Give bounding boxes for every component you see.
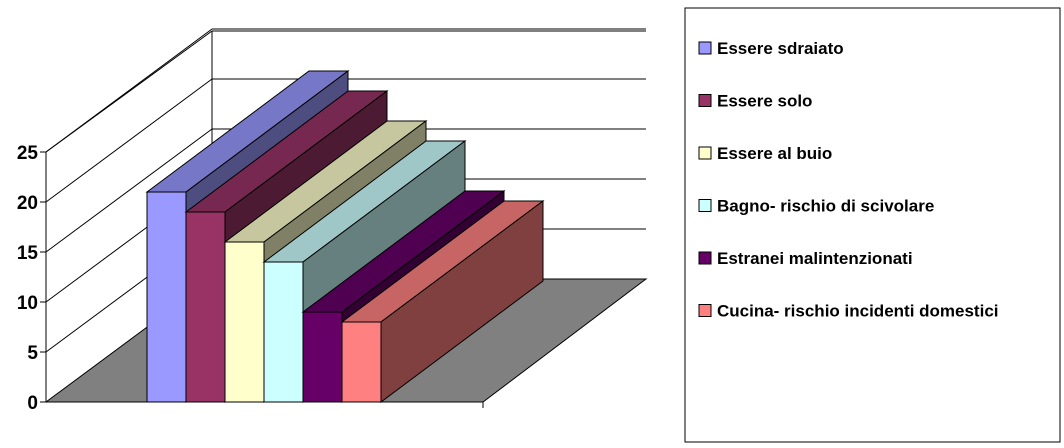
legend-swatch	[698, 41, 712, 55]
legend-label: Essere solo	[717, 92, 812, 111]
bar-front-face	[146, 191, 187, 403]
legend-swatch	[698, 251, 712, 265]
legend-label: Essere al buio	[717, 144, 832, 163]
y-tick-label: 10	[17, 293, 38, 314]
bar-front-face	[263, 261, 304, 403]
bar-front-face	[341, 321, 382, 403]
gridline-diagonal	[45, 128, 213, 253]
bar-front-face	[185, 211, 226, 403]
y-tick-label: 15	[17, 243, 39, 264]
legend-label: Cucina- rischio incidenti domestici	[717, 302, 999, 321]
legend-label: Essere sdraiato	[717, 39, 844, 58]
legend: Essere sdraiato Essere solo Essere al buio…	[684, 7, 1061, 443]
legend-item: Essere sdraiato	[698, 39, 844, 58]
legend-item: Bagno- rischio di scivolare	[698, 197, 934, 216]
legend-swatch	[698, 199, 712, 212]
y-tick-label: 5	[27, 343, 38, 364]
legend-item: Essere solo	[698, 92, 812, 111]
legend-box	[684, 7, 1061, 443]
y-axis-ticks: 0 5 10 15 20 25	[17, 143, 46, 414]
bar-group	[145, 70, 545, 403]
gridline-diagonal	[45, 78, 213, 203]
legend-swatch	[698, 146, 712, 160]
y-tick-label: 25	[17, 143, 39, 164]
legend-label: Bagno- rischio di scivolare	[717, 197, 934, 216]
y-tick-label: 20	[17, 193, 38, 214]
wall-edge	[45, 30, 213, 153]
y-tick-label: 0	[27, 393, 38, 414]
legend-swatch	[698, 304, 712, 317]
legend-item: Cucina- rischio incidenti domestici	[698, 302, 999, 321]
bar-front-face	[224, 241, 265, 403]
legend-item: Essere al buio	[698, 144, 832, 163]
bar-front-face	[302, 311, 343, 403]
legend-label: Estranei malintenzionati	[717, 249, 913, 268]
bar	[340, 200, 545, 403]
legend-item: Estranei malintenzionati	[698, 249, 913, 268]
legend-swatch	[698, 94, 712, 107]
